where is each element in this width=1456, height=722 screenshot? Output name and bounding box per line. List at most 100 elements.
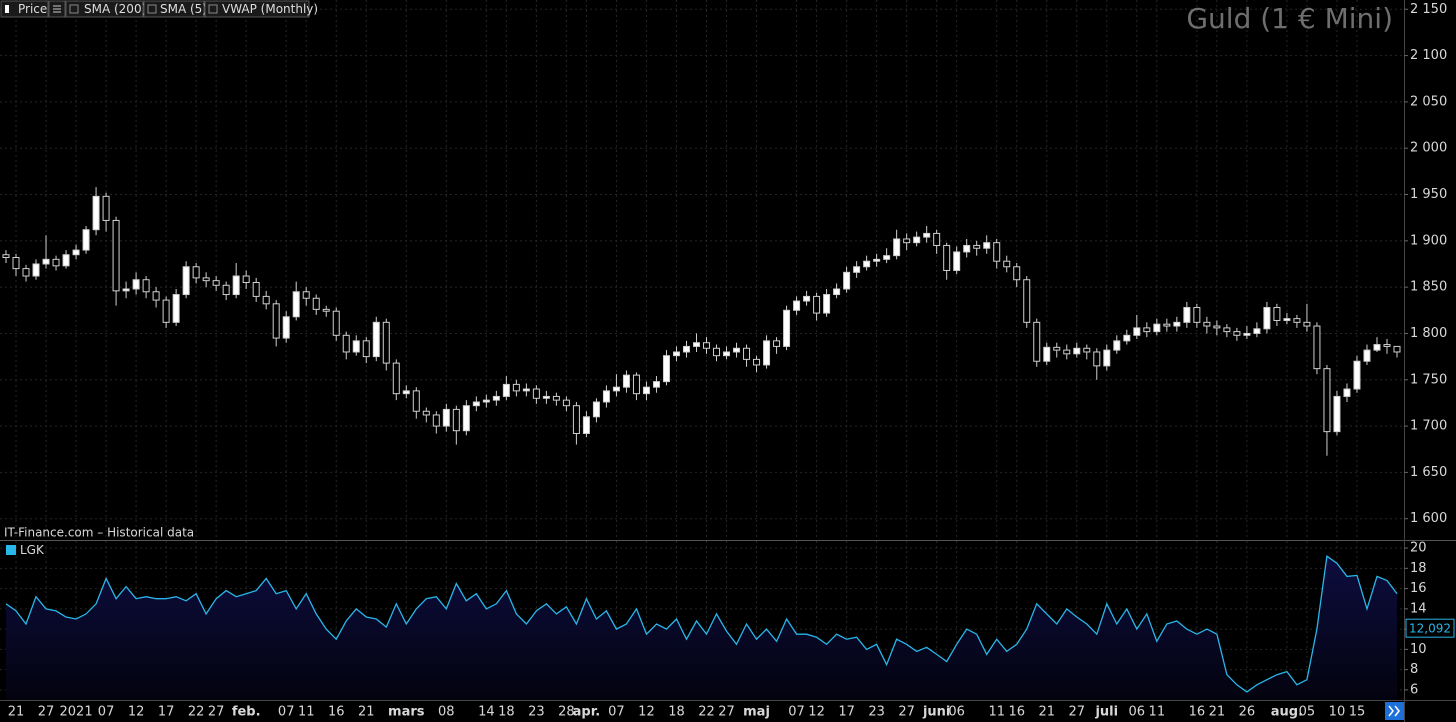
candle-body xyxy=(1253,328,1261,334)
y-tick-label: 2 050 xyxy=(1410,94,1447,109)
candle-body xyxy=(1273,307,1281,321)
y-tick-label: 10 xyxy=(1410,642,1427,657)
candle-body xyxy=(1373,344,1381,351)
y-tick-label: 1 750 xyxy=(1410,372,1447,387)
candle-body xyxy=(602,390,610,403)
y-tick-label: 16 xyxy=(1410,581,1427,596)
x-tick-label: 11 xyxy=(298,705,315,720)
legend-item[interactable] xyxy=(143,0,205,18)
y-tick-label: 2 000 xyxy=(1410,141,1447,156)
candle-body xyxy=(773,340,781,347)
x-tick-label: apr. xyxy=(573,705,601,720)
candle-body xyxy=(692,342,700,347)
candle-body xyxy=(1183,307,1191,323)
candle-body xyxy=(973,244,981,249)
candle-body xyxy=(32,263,40,277)
candle-body xyxy=(512,383,520,392)
scroll-button[interactable] xyxy=(1385,702,1404,720)
candle-body xyxy=(703,342,711,349)
candle-body xyxy=(1133,327,1141,336)
candle-body xyxy=(1243,332,1251,336)
x-tick-label: 07 xyxy=(608,705,625,720)
candle-body xyxy=(542,395,550,399)
candle-body xyxy=(753,358,761,366)
candle-body xyxy=(642,386,650,395)
candle-body xyxy=(472,401,480,407)
candle-body xyxy=(342,334,350,353)
candle-body xyxy=(1363,349,1371,362)
y-tick-label: 14 xyxy=(1410,601,1427,616)
candle-body xyxy=(652,381,660,388)
candle-body xyxy=(442,408,450,427)
x-tick-label: 16 xyxy=(1008,705,1025,720)
candle-body xyxy=(733,347,741,353)
legend-item[interactable] xyxy=(0,0,49,18)
candle-body xyxy=(302,291,310,299)
candle-body xyxy=(612,386,620,392)
x-tick-label: 21 xyxy=(8,705,25,720)
legend-label: LGK xyxy=(20,543,45,557)
legend-icon xyxy=(69,4,79,14)
x-tick-label: 18 xyxy=(498,705,515,720)
candle-body xyxy=(1343,388,1351,397)
x-tick-label: 10 xyxy=(1329,705,1346,720)
x-tick-label: 27 xyxy=(38,705,55,720)
x-tick-label: 18 xyxy=(668,705,685,720)
candle-body xyxy=(743,347,751,360)
candle-body xyxy=(923,232,931,238)
candle-body xyxy=(532,388,540,399)
candle-body xyxy=(963,244,971,253)
candle-body xyxy=(582,416,590,434)
legend-label: SMA (5) xyxy=(160,2,207,16)
candle-body xyxy=(282,316,290,339)
y-tick-label: 18 xyxy=(1410,561,1427,576)
x-tick-label: 07 xyxy=(98,705,115,720)
legend-item[interactable] xyxy=(65,0,144,18)
candle-body xyxy=(492,395,500,401)
candle-body xyxy=(552,395,560,401)
candle-body xyxy=(1333,395,1341,433)
legend-label: VWAP (Monthly) xyxy=(222,2,318,16)
candle-body xyxy=(1093,351,1101,367)
candle-body xyxy=(1193,307,1201,323)
candle-body xyxy=(522,388,530,392)
x-tick-label: 21 xyxy=(358,705,375,720)
chart-title: Guld (1 € Mini) xyxy=(1186,2,1393,35)
candle-body xyxy=(883,255,891,260)
legend-item[interactable] xyxy=(204,0,310,18)
candle-body xyxy=(672,351,680,357)
candle-body xyxy=(72,249,80,256)
candle-body xyxy=(943,244,951,271)
candle-body xyxy=(1233,331,1241,336)
candle-body xyxy=(462,405,470,432)
candle-body xyxy=(262,295,270,305)
candle-body xyxy=(362,340,370,358)
x-tick-label: mars xyxy=(388,705,425,720)
candle-body xyxy=(1043,346,1051,362)
candle-body xyxy=(1383,344,1391,347)
candle-body xyxy=(682,345,690,353)
x-tick-label: maj xyxy=(743,705,770,720)
y-tick-label: 2 100 xyxy=(1410,48,1447,63)
candle-body xyxy=(1173,321,1181,327)
candle-body xyxy=(1053,346,1061,351)
x-tick-label: 12 xyxy=(638,705,655,720)
y-tick-label: 6 xyxy=(1410,682,1418,697)
candle-body xyxy=(62,254,70,267)
candle-body xyxy=(312,297,320,310)
x-tick-label: 26 xyxy=(1239,705,1256,720)
candle-body xyxy=(1073,347,1081,355)
x-tick-label: 06 xyxy=(948,705,965,720)
x-tick-label: 14 xyxy=(478,705,495,720)
menu-icon xyxy=(53,5,61,13)
candle-body xyxy=(1013,266,1021,281)
x-tick-label: 23 xyxy=(868,705,885,720)
candle-body xyxy=(622,374,630,388)
candle-body xyxy=(843,271,851,290)
candle-body xyxy=(933,232,941,246)
x-tick-label: 21 xyxy=(1209,705,1226,720)
candle-body xyxy=(22,268,30,277)
candle-body xyxy=(803,295,811,302)
candle-body xyxy=(1023,279,1031,323)
